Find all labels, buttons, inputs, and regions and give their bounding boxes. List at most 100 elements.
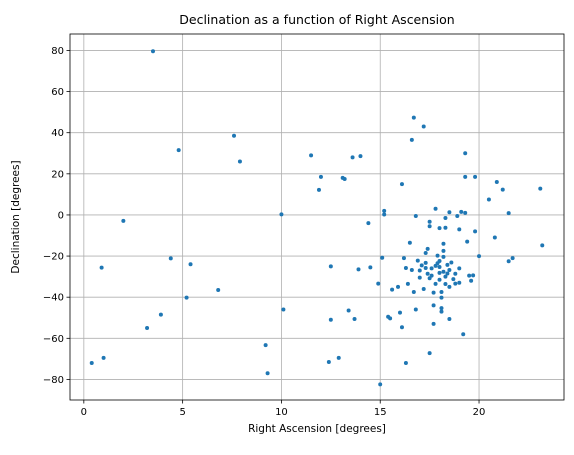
data-point	[437, 277, 442, 282]
data-point	[409, 268, 414, 273]
data-point	[318, 174, 323, 179]
data-point	[441, 254, 446, 259]
data-point	[463, 151, 468, 156]
y-tick-label: 80	[51, 46, 64, 57]
data-point	[439, 309, 444, 314]
data-point	[443, 225, 448, 230]
data-point	[413, 307, 418, 312]
data-point	[429, 273, 434, 278]
data-point	[506, 259, 511, 264]
data-point	[380, 255, 385, 260]
data-point	[390, 287, 395, 292]
data-point	[465, 239, 470, 244]
data-point	[441, 248, 446, 253]
data-point	[443, 282, 448, 287]
data-point	[346, 308, 351, 313]
data-point	[419, 263, 424, 268]
x-axis-ticks: 0 5 10 15 20	[81, 400, 486, 418]
data-point	[145, 326, 150, 331]
data-point	[352, 316, 357, 321]
data-point	[176, 148, 181, 153]
data-point	[427, 224, 432, 229]
data-point	[396, 284, 401, 289]
data-point	[399, 325, 404, 330]
data-point	[397, 310, 402, 315]
data-point	[407, 240, 412, 245]
data-point	[121, 218, 126, 223]
x-tick-label: 5	[179, 407, 185, 418]
data-point	[457, 266, 462, 271]
data-point	[328, 317, 333, 322]
data-point	[477, 254, 482, 259]
data-point	[445, 262, 450, 267]
data-point	[433, 206, 438, 211]
data-point	[421, 286, 426, 291]
data-point	[471, 273, 476, 278]
data-point	[168, 256, 173, 261]
data-point	[423, 260, 428, 265]
y-tick-label: −80	[43, 375, 64, 386]
data-point	[413, 213, 418, 218]
data-point	[433, 281, 438, 286]
scatter-points	[89, 49, 545, 387]
data-point	[421, 124, 426, 129]
data-point	[99, 265, 104, 270]
data-point	[437, 259, 442, 264]
data-point	[376, 281, 381, 286]
data-point	[431, 321, 436, 326]
data-point	[336, 355, 341, 360]
data-point	[457, 227, 462, 232]
data-point	[510, 256, 515, 261]
data-point	[388, 316, 393, 321]
y-tick-label: 40	[51, 128, 64, 139]
data-point	[441, 269, 446, 274]
data-point	[237, 159, 242, 164]
data-point	[473, 174, 478, 179]
data-point	[437, 264, 442, 269]
data-point	[473, 229, 478, 234]
data-point	[538, 186, 543, 191]
data-point	[500, 187, 505, 192]
data-point	[459, 209, 464, 214]
data-point	[467, 273, 472, 278]
data-point	[401, 256, 406, 261]
data-point	[447, 210, 452, 215]
data-point	[447, 316, 452, 321]
data-point	[342, 176, 347, 181]
data-point	[449, 260, 454, 265]
data-point	[425, 271, 430, 276]
data-point	[427, 219, 432, 224]
data-point	[184, 295, 189, 300]
data-point	[411, 115, 416, 120]
data-point	[455, 213, 460, 218]
data-point	[382, 208, 387, 213]
data-point	[403, 360, 408, 365]
data-point	[469, 278, 474, 283]
data-point	[486, 197, 491, 202]
data-point	[447, 268, 452, 273]
x-tick-label: 15	[374, 407, 387, 418]
x-tick-label: 0	[81, 407, 87, 418]
data-point	[441, 241, 446, 246]
data-point	[411, 290, 416, 295]
data-point	[437, 270, 442, 275]
data-point	[463, 174, 468, 179]
data-point	[399, 182, 404, 187]
data-point	[279, 212, 284, 217]
x-tick-label: 20	[473, 407, 486, 418]
data-point	[403, 265, 408, 270]
data-point	[423, 250, 428, 255]
data-point	[492, 235, 497, 240]
data-point	[188, 262, 193, 267]
y-axis-ticks: 80 60 40 20 0 −20 −40 −60 −80	[43, 46, 70, 386]
data-point	[265, 371, 270, 376]
data-point	[423, 265, 428, 270]
data-point	[506, 211, 511, 216]
data-point	[316, 187, 321, 192]
data-point	[431, 303, 436, 308]
data-point	[263, 343, 268, 348]
data-point	[101, 355, 106, 360]
data-point	[232, 133, 237, 138]
grid	[70, 34, 564, 400]
